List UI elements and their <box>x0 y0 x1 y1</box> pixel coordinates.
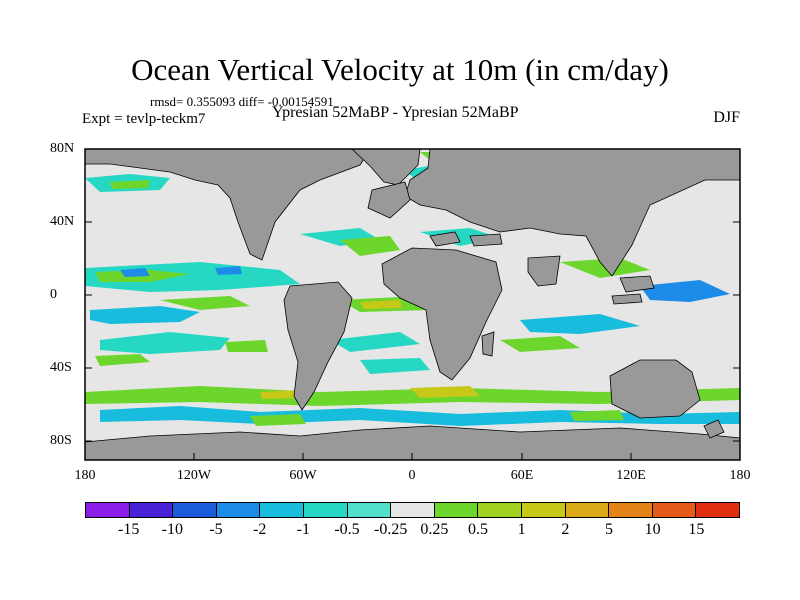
patch-spac-cyan2 <box>100 332 230 354</box>
colorbar-swatch <box>129 503 174 517</box>
colorbar-label: -0.25 <box>373 521 408 538</box>
land-australia <box>609 359 701 419</box>
colorbar-label: 15 <box>688 521 705 538</box>
colorbar-swatch <box>696 503 739 517</box>
land-africa <box>381 247 503 381</box>
colorbar-label: 10 <box>644 521 661 538</box>
patch-natl-green <box>340 236 400 256</box>
lon-label-120e: 120E <box>616 468 646 483</box>
colorbar-label: 5 <box>605 521 613 538</box>
patch-indian-cyan <box>520 314 640 334</box>
lon-label-60w: 60W <box>289 468 317 483</box>
experiment-label: Expt = tevlp-teckm7 <box>82 111 206 127</box>
colorbar-label: -15 <box>117 521 140 538</box>
colorbar-swatch <box>86 503 130 517</box>
plot-title: Ocean Vertical Velocity at 10m (in cm/da… <box>131 52 669 87</box>
patch-eqpac-blue <box>120 266 242 277</box>
colorbar-swatch <box>347 503 392 517</box>
patch-so-yellow <box>260 386 480 399</box>
colorbar-swatch <box>303 503 348 517</box>
patch-npac-green <box>110 180 150 189</box>
colorbar-label: -0.5 <box>334 521 360 538</box>
colorbar-label: 0.25 <box>420 521 449 538</box>
land-europe-islands <box>367 181 503 247</box>
lon-label-180e: 180 <box>729 468 751 483</box>
colorbar-swatch <box>391 503 435 517</box>
latitude-ticks <box>85 148 740 442</box>
lon-label-0: 0 <box>408 468 416 483</box>
patch-indian-blue <box>640 280 730 302</box>
colorbar-label: 2 <box>561 521 570 538</box>
patch-sind-green <box>500 336 580 352</box>
period-subtitle: Ypresian 52MaBP - Ypresian 52MaBP <box>272 104 519 121</box>
colorbar-swatch <box>478 503 522 517</box>
patch-spac-green2 <box>95 340 268 366</box>
colorbar-swatch <box>565 503 610 517</box>
longitude-ticks <box>84 453 741 460</box>
land-new-zealand <box>703 419 725 439</box>
colorbar-swatch <box>609 503 653 517</box>
land-madagascar <box>481 331 495 357</box>
colorbar-label: -1 <box>296 521 310 538</box>
patch-so-green <box>85 386 740 406</box>
colorbar-label: 0.5 <box>468 521 488 538</box>
lat-label-0: 0 <box>50 287 57 302</box>
land-south-america <box>283 281 353 411</box>
patch-spac-cyan1 <box>90 306 200 324</box>
continent-landmasses <box>84 148 741 461</box>
lon-label-180w: 180 <box>74 468 96 483</box>
lat-label-80n: 80N <box>50 141 75 156</box>
patch-spac-green1 <box>160 296 250 310</box>
patch-satl-yellow <box>360 300 402 309</box>
rmsd-diff-stats: rmsd= 0.355093 diff= -0.00154591 <box>150 94 334 109</box>
lat-label-40s: 40S <box>50 360 72 375</box>
lat-label-80s: 80S <box>50 433 72 448</box>
colorbar-label: -10 <box>161 521 183 538</box>
colorbar-swatch <box>216 503 261 517</box>
colorbar-swatch <box>521 503 566 517</box>
patch-satl-cyan <box>330 332 430 374</box>
lon-label-60e: 60E <box>510 468 534 483</box>
lon-label-120w: 120W <box>176 468 212 483</box>
land-india <box>527 255 561 287</box>
colorbar <box>85 502 740 518</box>
colorbar-swatch <box>260 503 304 517</box>
patch-so-green2 <box>250 410 624 426</box>
lat-label-40n: 40N <box>50 214 75 229</box>
land-north-america <box>84 148 371 261</box>
colorbar-swatch <box>652 503 697 517</box>
land-se-asia-islands <box>611 275 655 305</box>
season-label: DJF <box>713 109 740 126</box>
colorbar-label: 1 <box>517 521 526 538</box>
colorbar-swatch <box>173 503 217 517</box>
colorbar-swatch <box>434 503 479 517</box>
colorbar-label: -5 <box>209 521 223 538</box>
colorbar-label: -2 <box>252 521 267 538</box>
